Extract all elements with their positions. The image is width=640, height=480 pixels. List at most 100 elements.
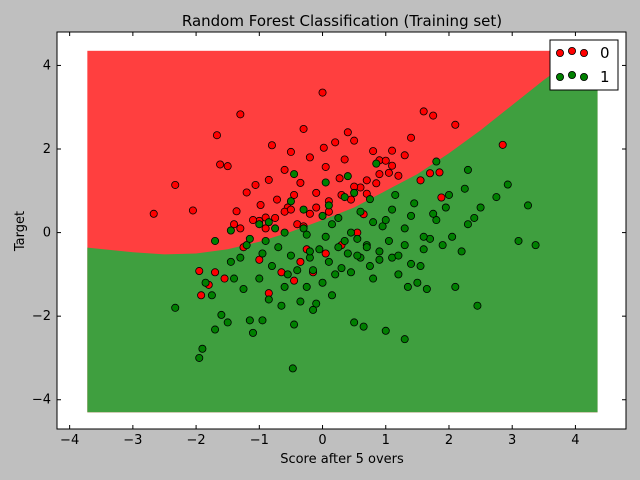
point-class-1 — [274, 243, 283, 252]
point-class-0 — [230, 220, 239, 229]
point-class-1 — [432, 216, 441, 225]
point-class-0 — [312, 188, 321, 197]
point-class-1 — [296, 297, 305, 306]
series-1 — [171, 157, 540, 373]
y-tick-label: 4 — [43, 58, 51, 73]
x-tick-label: 4 — [571, 433, 579, 448]
point-class-1 — [331, 270, 340, 279]
point-class-1 — [419, 245, 428, 254]
point-class-1 — [318, 211, 327, 220]
decision-regions — [87, 50, 598, 413]
point-class-1 — [476, 203, 485, 212]
point-class-1 — [211, 236, 220, 245]
point-class-1 — [492, 193, 501, 202]
point-class-1 — [514, 236, 523, 245]
point-class-1 — [245, 316, 254, 325]
point-class-0 — [369, 147, 378, 156]
point-class-1 — [407, 259, 416, 268]
legend-marker-0 — [580, 49, 589, 58]
point-class-1 — [473, 301, 482, 310]
point-class-1 — [302, 230, 311, 239]
point-class-0 — [362, 176, 371, 185]
point-class-1 — [309, 266, 318, 275]
point-class-0 — [372, 179, 381, 188]
point-class-1 — [463, 220, 472, 229]
point-class-1 — [407, 211, 416, 220]
point-class-1 — [432, 157, 441, 166]
point-class-0 — [305, 209, 314, 218]
point-class-1 — [394, 270, 403, 279]
x-axis-ticks: −4 −3 −2 −1 0 1 2 3 4 — [60, 32, 580, 448]
point-class-0 — [375, 170, 384, 179]
legend-marker-0 — [568, 47, 577, 56]
point-class-1 — [305, 247, 314, 256]
point-class-1 — [372, 159, 381, 168]
point-class-0 — [290, 190, 299, 199]
x-tick-label: 1 — [382, 433, 390, 448]
point-class-1 — [448, 232, 457, 241]
point-class-1 — [343, 249, 352, 258]
point-class-0 — [267, 141, 276, 150]
y-tick-label: −2 — [32, 309, 51, 324]
point-class-0 — [429, 111, 438, 120]
plot-area: −4 −3 −2 −1 0 1 2 3 4 −4 −2 0 2 4 — [32, 31, 627, 448]
chart-title: Random Forest Classification (Training s… — [182, 12, 502, 30]
point-class-1 — [346, 268, 355, 277]
point-class-0 — [426, 169, 435, 178]
point-class-0 — [286, 147, 295, 156]
point-class-0 — [242, 188, 251, 197]
point-class-1 — [286, 251, 295, 260]
point-class-1 — [299, 205, 308, 214]
point-class-0 — [212, 131, 221, 140]
point-class-1 — [195, 353, 204, 362]
legend-marker-1 — [556, 73, 565, 82]
y-axis-ticks: −4 −2 0 2 4 — [32, 58, 626, 408]
point-class-0 — [437, 193, 446, 202]
x-tick-label: −3 — [123, 433, 142, 448]
point-class-1 — [255, 274, 264, 283]
point-class-1 — [441, 203, 450, 212]
point-class-0 — [350, 136, 359, 145]
point-class-1 — [261, 236, 270, 245]
point-class-1 — [280, 282, 289, 291]
point-class-0 — [220, 274, 229, 283]
point-class-1 — [400, 241, 409, 250]
point-class-0 — [248, 216, 257, 225]
point-class-1 — [403, 282, 412, 291]
point-class-0 — [416, 176, 425, 185]
point-class-1 — [283, 270, 292, 279]
point-class-1 — [362, 243, 371, 252]
point-class-1 — [460, 184, 469, 193]
point-class-1 — [375, 247, 384, 256]
point-class-1 — [429, 209, 438, 218]
point-class-0 — [286, 205, 295, 214]
point-class-1 — [255, 220, 264, 229]
point-class-1 — [350, 188, 359, 197]
point-class-1 — [422, 285, 431, 294]
point-class-1 — [356, 207, 365, 216]
point-class-1 — [324, 201, 333, 210]
point-class-0 — [400, 151, 409, 160]
point-class-0 — [195, 267, 204, 276]
y-tick-label: 0 — [43, 226, 51, 241]
point-class-1 — [524, 201, 533, 210]
legend-label-1: 1 — [600, 68, 610, 86]
y-tick-label: −4 — [32, 393, 51, 408]
point-class-1 — [288, 364, 297, 373]
legend-item-1: 1 — [556, 68, 610, 86]
point-class-1 — [394, 251, 403, 260]
x-axis-label: Score after 5 overs — [280, 452, 404, 467]
point-class-0 — [312, 203, 321, 212]
point-class-1 — [340, 193, 349, 202]
region-class-1 — [87, 50, 598, 413]
point-class-1 — [277, 301, 286, 310]
point-class-1 — [340, 236, 349, 245]
point-class-1 — [444, 190, 453, 199]
y-axis-label: Target — [13, 211, 28, 252]
legend-label-0: 0 — [600, 44, 610, 62]
point-class-1 — [470, 213, 479, 222]
point-class-1 — [230, 274, 239, 283]
point-class-1 — [343, 172, 352, 181]
point-class-0 — [216, 160, 225, 169]
